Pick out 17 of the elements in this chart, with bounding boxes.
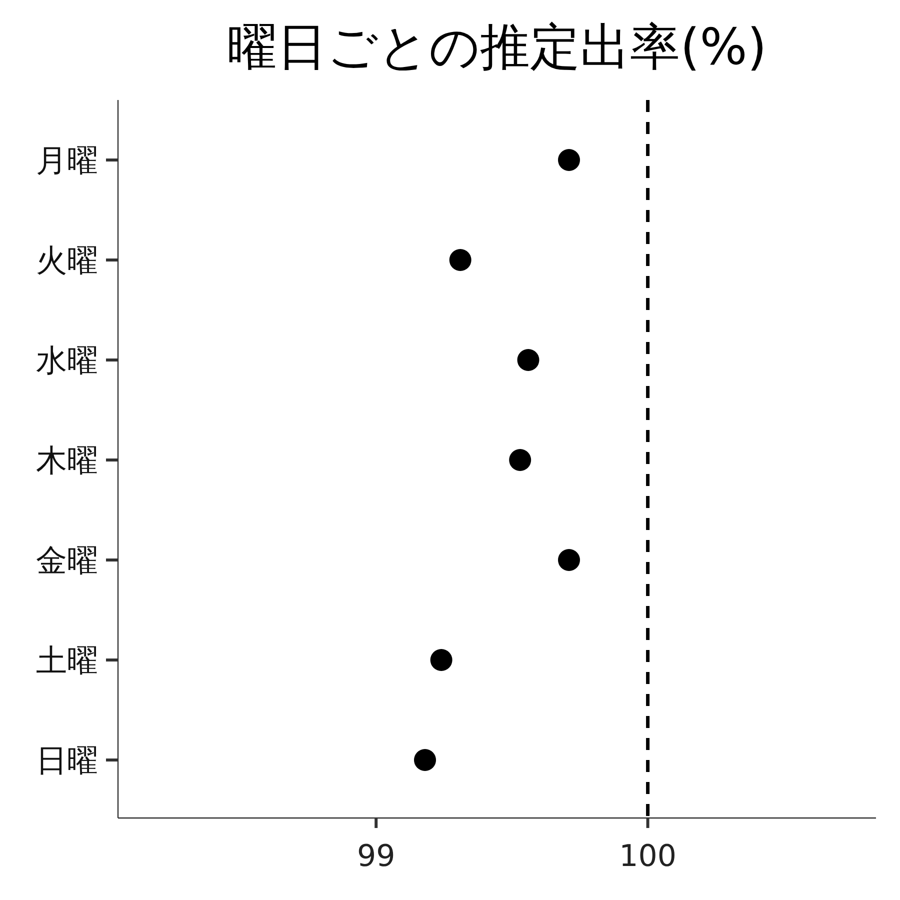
- chart-title: 曜日ごとの推定出率(%): [227, 18, 767, 76]
- point: [558, 149, 580, 171]
- y-tick-label: 金曜: [36, 543, 98, 579]
- point: [517, 349, 540, 371]
- point: [558, 549, 580, 571]
- y-tick-label: 火曜: [36, 243, 98, 279]
- point: [509, 449, 532, 471]
- point: [414, 749, 436, 771]
- y-tick-label: 土曜: [36, 643, 98, 679]
- y-tick-label: 水曜: [36, 343, 98, 379]
- point: [449, 249, 472, 271]
- y-tick-label: 日曜: [36, 743, 98, 779]
- x-tick-label: 100: [619, 839, 676, 874]
- point: [430, 649, 452, 671]
- x-tick-label: 99: [357, 839, 396, 874]
- y-tick-label: 木曜: [36, 443, 98, 479]
- y-tick-label: 月曜: [36, 143, 98, 179]
